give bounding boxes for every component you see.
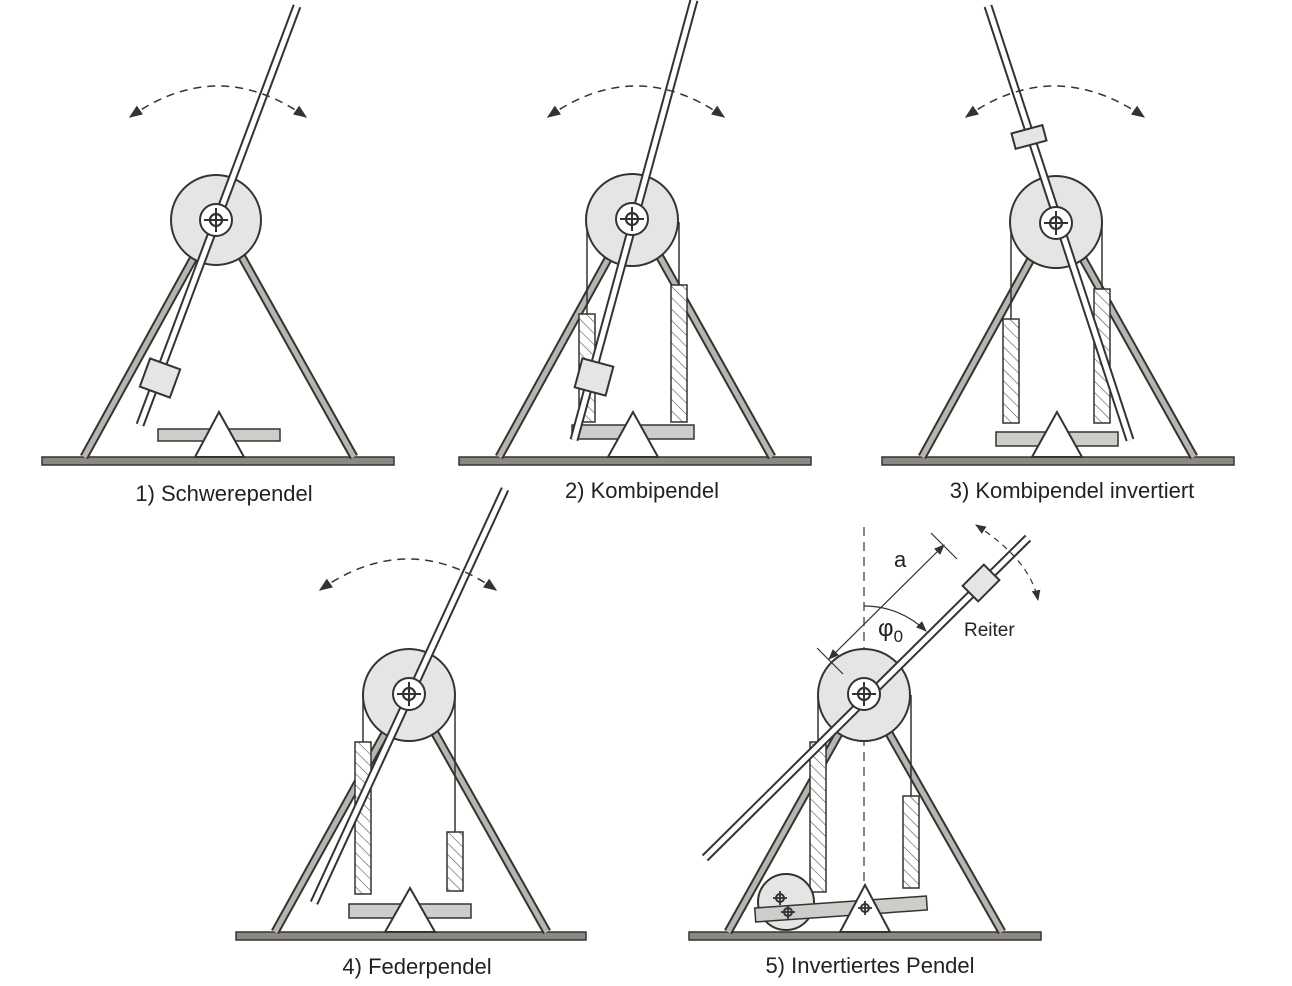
swing-arrow xyxy=(128,85,308,118)
pivot-icon xyxy=(852,682,876,706)
fulcrum-triangle xyxy=(193,409,246,458)
pivot-icon xyxy=(397,682,421,706)
fulcrum-triangle xyxy=(606,409,660,458)
spring-right xyxy=(670,284,688,423)
counterweight-pivot-icon xyxy=(773,891,795,919)
dimension-extension-line xyxy=(930,532,958,560)
a-frame xyxy=(918,247,1198,460)
fulcrum-triangle xyxy=(1030,409,1084,458)
spring-right xyxy=(902,795,920,889)
caption-panel-4: 4) Federpendel xyxy=(342,954,491,979)
panel-3-inverted-combination-pendulum: 3) Kombipendel invertiert xyxy=(881,4,1235,503)
caption-panel-3: 3) Kombipendel invertiert xyxy=(950,478,1195,503)
spring-right xyxy=(446,831,464,892)
pivot-icon xyxy=(620,207,644,231)
base-plate xyxy=(41,456,395,466)
angle-arc xyxy=(863,605,927,632)
lever-bar-tilted xyxy=(753,895,929,923)
base-plate xyxy=(458,456,812,466)
base-plate xyxy=(688,931,1042,941)
panel-5-inverted-pendulum: a φ0 Reiter 5) Invertiertes Pendel xyxy=(688,524,1042,978)
pivot-icon xyxy=(1044,211,1068,235)
pendulum-weight xyxy=(1010,123,1048,151)
lever-pivot-icon xyxy=(858,901,872,915)
caption-panel-2: 2) Kombipendel xyxy=(565,478,719,503)
panel-4-spring-pendulum: 4) Federpendel xyxy=(235,487,587,979)
pendulum-weight xyxy=(573,357,615,397)
angle-label: φ0 xyxy=(878,615,903,646)
rider-label: Reiter xyxy=(964,620,1015,641)
a-frame xyxy=(80,247,358,460)
swing-arrow xyxy=(546,85,726,118)
dimension-extension-line xyxy=(816,647,844,675)
swing-arrow xyxy=(964,85,1146,118)
caption-panel-1: 1) Schwerependel xyxy=(135,481,312,506)
spring-left xyxy=(809,741,827,893)
fulcrum-triangle xyxy=(383,885,437,933)
pivot-icon xyxy=(204,208,228,232)
base-plate xyxy=(881,456,1235,466)
rider-swing-arrow xyxy=(975,524,1041,602)
panel-1-gravity-pendulum: 1) Schwerependel xyxy=(41,4,395,506)
pendulum-weight xyxy=(138,357,182,399)
panel-2-combination-pendulum: 2) Kombipendel xyxy=(458,0,812,503)
distance-label: a xyxy=(894,547,907,572)
dimension-line-a xyxy=(828,544,945,660)
caption-panel-5: 5) Invertiertes Pendel xyxy=(765,953,974,978)
base-plate xyxy=(235,931,587,941)
spring-left xyxy=(1002,318,1020,424)
